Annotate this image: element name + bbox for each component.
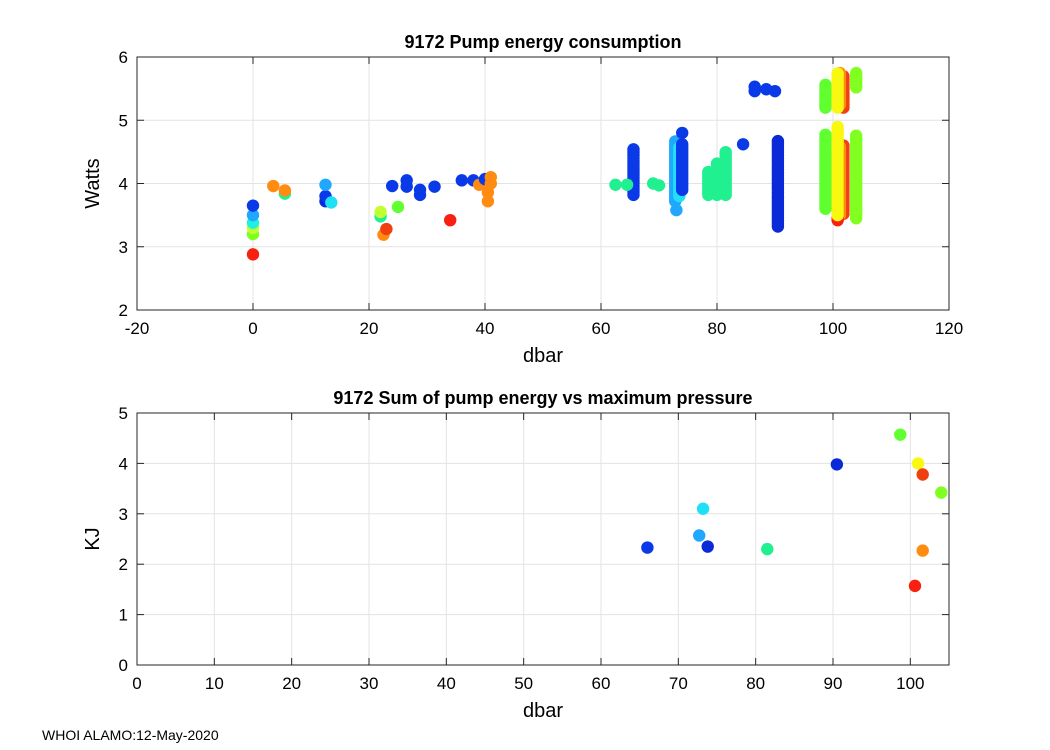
data-series: [246, 66, 863, 261]
x-tick-label: 10: [205, 674, 224, 693]
data-point: [894, 428, 907, 441]
data-point: [246, 208, 260, 222]
footer-credit: WHOI ALAMO:12-May-2020: [42, 727, 219, 743]
x-tick-label: 70: [669, 674, 688, 693]
data-series: [641, 428, 948, 593]
data-point: [484, 177, 497, 190]
y-tick-label: 3: [119, 505, 128, 524]
data-point: [267, 179, 280, 193]
data-point: [641, 541, 654, 554]
bottom-chart: 0 10 20 30 40 50 60 70 80 90 100 0 1 2 3 4 5 9172 Sum of …: [82, 388, 950, 722]
x-tick-label: 50: [514, 674, 533, 693]
x-tick-label: 20: [282, 674, 301, 693]
data-point: [935, 486, 948, 499]
data-point: [652, 179, 666, 192]
data-point: [911, 457, 925, 470]
data-point: [246, 248, 260, 261]
data-point: [719, 145, 732, 159]
x-tick-label: 0: [132, 674, 141, 693]
y-axis-label: KJ: [82, 527, 104, 550]
chart-title: 9172 Sum of pump energy vs maximum press…: [333, 388, 752, 408]
data-point: [481, 195, 495, 208]
data-point: [246, 199, 260, 212]
data-point: [830, 458, 844, 471]
y-tick-label: 2: [119, 555, 128, 574]
data-point: [819, 78, 832, 92]
data-point: [325, 196, 338, 209]
data-point: [609, 178, 622, 191]
data-point: [319, 178, 332, 191]
data-point: [916, 468, 929, 481]
y-tick-label: 4: [119, 175, 128, 194]
data-point: [819, 128, 832, 141]
y-tick-label: 3: [119, 238, 128, 257]
x-tick-label: 20: [360, 319, 379, 338]
y-tick-label: 5: [119, 404, 128, 423]
data-point: [380, 222, 393, 236]
x-tick-label: 90: [824, 674, 843, 693]
data-point: [627, 143, 640, 156]
x-tick-label: 100: [896, 674, 924, 693]
plot-area: [137, 413, 949, 665]
y-tick-label: 0: [119, 656, 128, 675]
x-tick-label: 120: [935, 319, 963, 338]
y-tick-label: 6: [119, 48, 128, 67]
data-point: [676, 126, 689, 140]
data-point: [676, 138, 689, 151]
data-point: [444, 213, 457, 227]
data-point: [693, 529, 706, 542]
data-point: [428, 180, 441, 193]
x-tick-label: 40: [476, 319, 495, 338]
data-point: [916, 544, 929, 557]
x-tick-label: 100: [819, 319, 847, 338]
data-point: [455, 174, 468, 187]
y-tick-label: 2: [119, 301, 128, 320]
x-tick-label: 30: [360, 674, 379, 693]
y-tick-label: 1: [119, 606, 128, 625]
data-point: [768, 84, 782, 98]
data-point: [391, 200, 405, 214]
y-tick-label: 5: [119, 111, 128, 130]
data-point: [670, 203, 683, 217]
data-point: [696, 502, 710, 515]
data-point: [374, 205, 387, 219]
data-point: [278, 184, 292, 197]
x-tick-label: 0: [248, 319, 257, 338]
y-tick-label: 4: [119, 454, 128, 473]
data-point: [400, 174, 413, 187]
y-axis-label: Watts: [82, 158, 104, 208]
x-tick-label: -20: [125, 319, 150, 338]
data-point: [850, 66, 863, 80]
data-point: [701, 540, 714, 553]
x-tick-label: 60: [592, 319, 611, 338]
data-point: [771, 134, 785, 148]
top-chart: -20 0 20 40 60 80 100 120 2 3 4 5 6 9172 Pump energy …: [82, 32, 963, 367]
data-point: [908, 579, 922, 593]
x-tick-label: 80: [708, 319, 727, 338]
data-point: [831, 67, 844, 80]
data-point: [831, 120, 844, 134]
data-point: [761, 542, 774, 556]
data-point: [850, 129, 863, 142]
axes-box: [136, 412, 950, 666]
data-point: [386, 179, 399, 193]
data-point: [620, 178, 634, 191]
data-point: [736, 138, 750, 151]
x-tick-label: 80: [746, 674, 765, 693]
data-point: [748, 84, 761, 98]
x-tick-label: 60: [592, 674, 611, 693]
x-axis-label: dbar: [523, 700, 563, 722]
data-point: [413, 183, 427, 197]
chart-title: 9172 Pump energy consumption: [404, 32, 681, 52]
x-tick-label: 40: [437, 674, 456, 693]
x-axis-label: dbar: [523, 345, 563, 367]
